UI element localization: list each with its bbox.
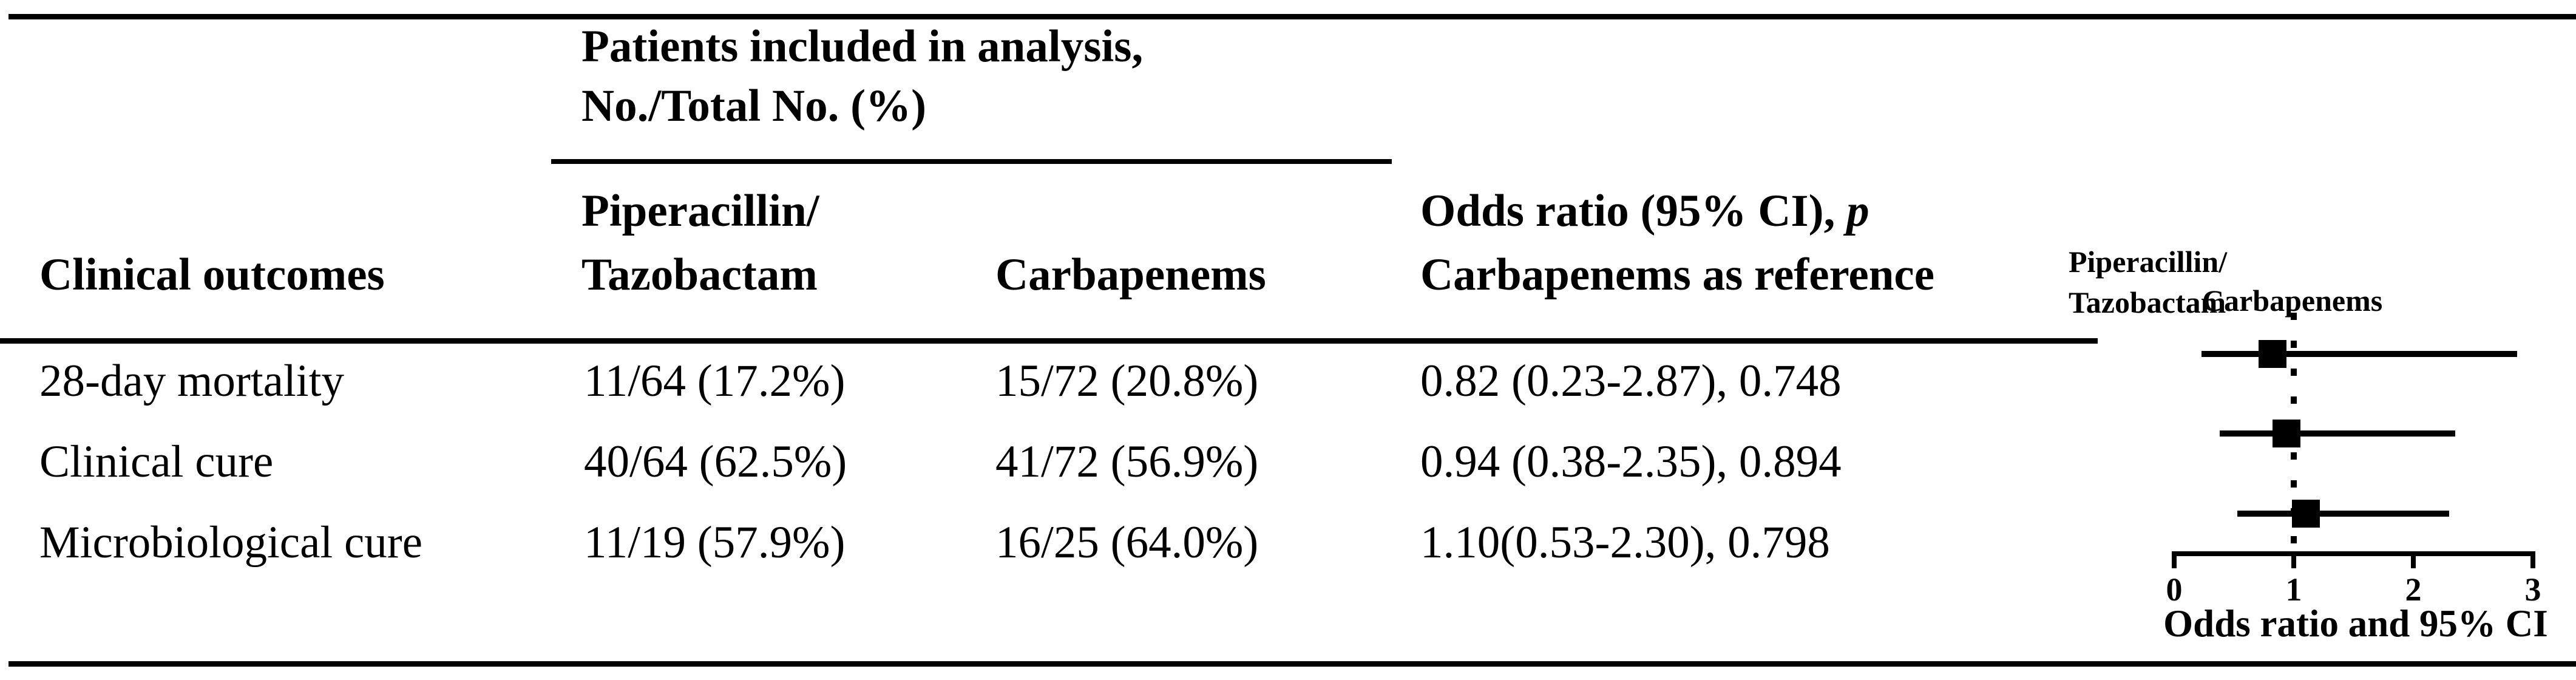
col4-header-text: Odds ratio (95% CI), bbox=[1420, 186, 1847, 236]
odds-ratio-marker bbox=[2258, 340, 2286, 368]
x-axis-tick-label: 3 bbox=[2524, 571, 2541, 608]
row-outcome-label: Clinical cure bbox=[39, 437, 274, 487]
forest-left-arm-label: Piperacillin/ Tazobactam bbox=[2069, 242, 2227, 323]
row-carbapenems-value: 16/25 (64.0%) bbox=[995, 517, 1259, 568]
column-header-clinical-outcomes: Clinical outcomes bbox=[39, 250, 385, 300]
header-rule bbox=[0, 338, 2098, 344]
forest-right-arm-label: Carbapenems bbox=[2202, 284, 2383, 318]
col4-header-line1: Odds ratio (95% CI), p bbox=[1420, 179, 1934, 243]
row-odds-ratio-value: 1.10(0.53-2.30), 0.798 bbox=[1420, 517, 1830, 568]
spanner-rule bbox=[551, 159, 1392, 164]
row-carbapenems-value: 15/72 (20.8%) bbox=[995, 356, 1259, 406]
forest-left-arm-label-line2: Tazobactam bbox=[2069, 285, 2226, 319]
col4-header-line2: Carbapenems as reference bbox=[1420, 250, 1935, 300]
x-axis-tick-label: 1 bbox=[2285, 571, 2302, 608]
row-pip-taz-value: 40/64 (62.5%) bbox=[584, 437, 847, 487]
x-axis-line bbox=[2172, 551, 2535, 556]
spanner-header-line1: Patients included in analysis, bbox=[581, 21, 1144, 72]
x-axis-tick bbox=[2530, 555, 2535, 568]
row-carbapenems-value: 41/72 (56.9%) bbox=[995, 437, 1259, 487]
col4-header-p-symbol: p bbox=[1846, 186, 1869, 236]
ci-line bbox=[2201, 351, 2518, 357]
x-axis-tick bbox=[2172, 555, 2177, 568]
bottom-rule bbox=[8, 661, 2576, 667]
spanner-column-header: Patients included in analysis, No./Total… bbox=[581, 17, 1143, 136]
x-axis-tick-label: 2 bbox=[2405, 571, 2422, 608]
row-odds-ratio-value: 0.94 (0.38-2.35), 0.894 bbox=[1420, 437, 1842, 487]
x-axis-tick-label: 0 bbox=[2166, 571, 2183, 608]
ci-line bbox=[2237, 511, 2450, 517]
column-header-odds-ratio: Odds ratio (95% CI), p Carbapenems as re… bbox=[1420, 179, 1934, 307]
row-odds-ratio-value: 0.82 (0.23-2.87), 0.748 bbox=[1420, 356, 1842, 406]
reference-line bbox=[2291, 313, 2297, 551]
column-header-carbapenems: Carbapenems bbox=[995, 250, 1266, 300]
forest-left-arm-label-line1: Piperacillin/ bbox=[2069, 245, 2228, 279]
odds-ratio-marker bbox=[2291, 500, 2320, 528]
col2-header-line2: Tazobactam bbox=[581, 250, 818, 300]
x-axis-tick bbox=[2291, 555, 2296, 568]
column-header-piperacillin-tazobactam: Piperacillin/ Tazobactam bbox=[581, 179, 819, 307]
ci-line bbox=[2219, 430, 2455, 437]
x-axis-title: Odds ratio and 95% CI bbox=[2163, 602, 2548, 645]
col2-header-line1: Piperacillin/ bbox=[581, 186, 819, 236]
row-outcome-label: Microbiological cure bbox=[39, 517, 423, 568]
row-pip-taz-value: 11/19 (57.9%) bbox=[584, 517, 846, 568]
row-pip-taz-value: 11/64 (17.2%) bbox=[584, 356, 846, 406]
x-axis-tick bbox=[2411, 555, 2416, 568]
spanner-header-line2: No./Total No. (%) bbox=[581, 81, 927, 131]
odds-ratio-marker bbox=[2273, 420, 2301, 447]
top-rule bbox=[8, 14, 2576, 19]
row-outcome-label: 28-day mortality bbox=[39, 356, 344, 406]
